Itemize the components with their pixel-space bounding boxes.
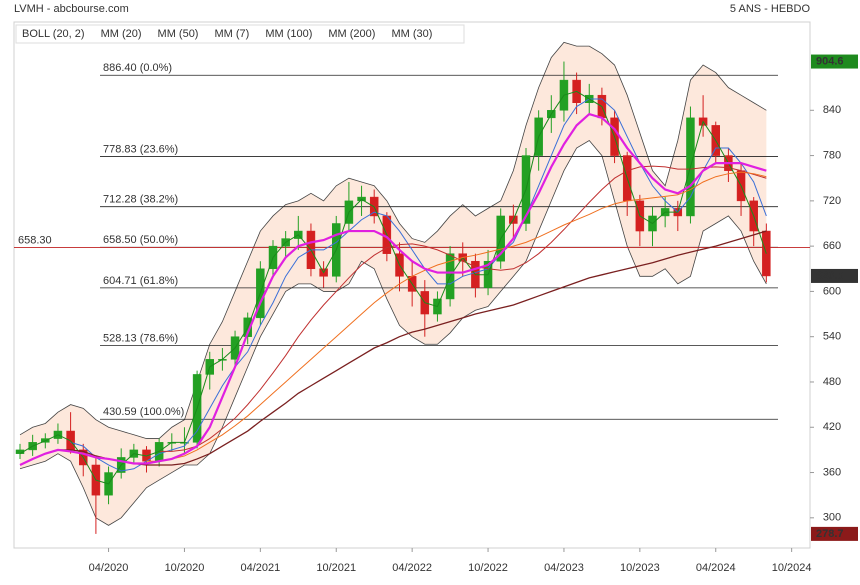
chart-title: LVMH - abcbourse.com: [14, 3, 129, 15]
fibonacci-label: 778.83 (23.6%): [103, 143, 178, 155]
y-tick-label: 720: [823, 195, 841, 207]
legend-entry: MM (100): [265, 28, 312, 40]
bollinger-lower: [19, 139, 767, 526]
x-tick-label: 04/2023: [544, 562, 584, 574]
moving-average-line: [19, 90, 767, 485]
x-tick-label: 04/2020: [89, 562, 129, 574]
fibonacci-label: 658.50 (50.0%): [103, 234, 178, 246]
y-tick-label: 480: [823, 376, 841, 388]
legend-entry: MM (7): [214, 28, 249, 40]
price-tag-label: 904.6: [816, 55, 844, 67]
y-tick-label: 600: [823, 285, 841, 297]
fibonacci-label: 430.59 (100.0%): [103, 406, 184, 418]
x-tick-label: 10/2024: [772, 562, 812, 574]
legend-entry: MM (200): [328, 28, 375, 40]
bollinger-upper: [19, 41, 767, 439]
y-tick-label: 540: [823, 331, 841, 343]
x-tick-label: 04/2024: [696, 562, 736, 574]
moving-average-line: [159, 165, 767, 452]
legend-entry: BOLL (20, 2): [22, 28, 85, 40]
moving-average-line: [146, 171, 767, 462]
price-tag-label: 620.5: [816, 270, 844, 282]
legend-entry: MM (20): [101, 28, 142, 40]
bollinger-band: [20, 42, 767, 526]
price-tag: [811, 54, 858, 69]
legend-entry: MM (30): [391, 28, 432, 40]
price-tag-label: 278.7: [816, 528, 844, 540]
fibonacci-label: 604.71 (61.8%): [103, 275, 178, 287]
moving-average-line: [19, 112, 767, 466]
reference-label: 658.30: [18, 234, 52, 246]
y-tick-label: 360: [823, 466, 841, 478]
x-tick-label: 04/2022: [392, 562, 432, 574]
y-tick-label: 780: [823, 149, 841, 161]
y-tick-label: 300: [823, 512, 841, 524]
moving-average-line: [70, 98, 767, 472]
plot: 886.40 (0.0%) 778.83 (23.6%) 712.28 (38.2%…: [14, 24, 810, 534]
price-tag: [811, 268, 858, 283]
moving-average-line: [57, 230, 767, 466]
fibonacci-label: 886.40 (0.0%): [103, 62, 172, 74]
x-tick-label: 04/2021: [240, 562, 280, 574]
y-tick-label: 660: [823, 240, 841, 252]
x-tick-label: 10/2021: [316, 562, 356, 574]
y-tick-label: 840: [823, 104, 841, 116]
x-tick-label: 10/2022: [468, 562, 508, 574]
fibonacci-label: 712.28 (38.2%): [103, 194, 178, 206]
y-tick-label: 420: [823, 421, 841, 433]
x-tick-label: 10/2020: [165, 562, 205, 574]
legend-box: [15, 24, 465, 44]
price-tag: [811, 526, 858, 541]
fibonacci-label: 528.13 (78.6%): [103, 333, 178, 345]
legend-entry: MM (50): [158, 28, 199, 40]
x-tick-label: 10/2023: [620, 562, 660, 574]
chart-subtitle: 5 ANS - HEBDO: [730, 3, 811, 15]
